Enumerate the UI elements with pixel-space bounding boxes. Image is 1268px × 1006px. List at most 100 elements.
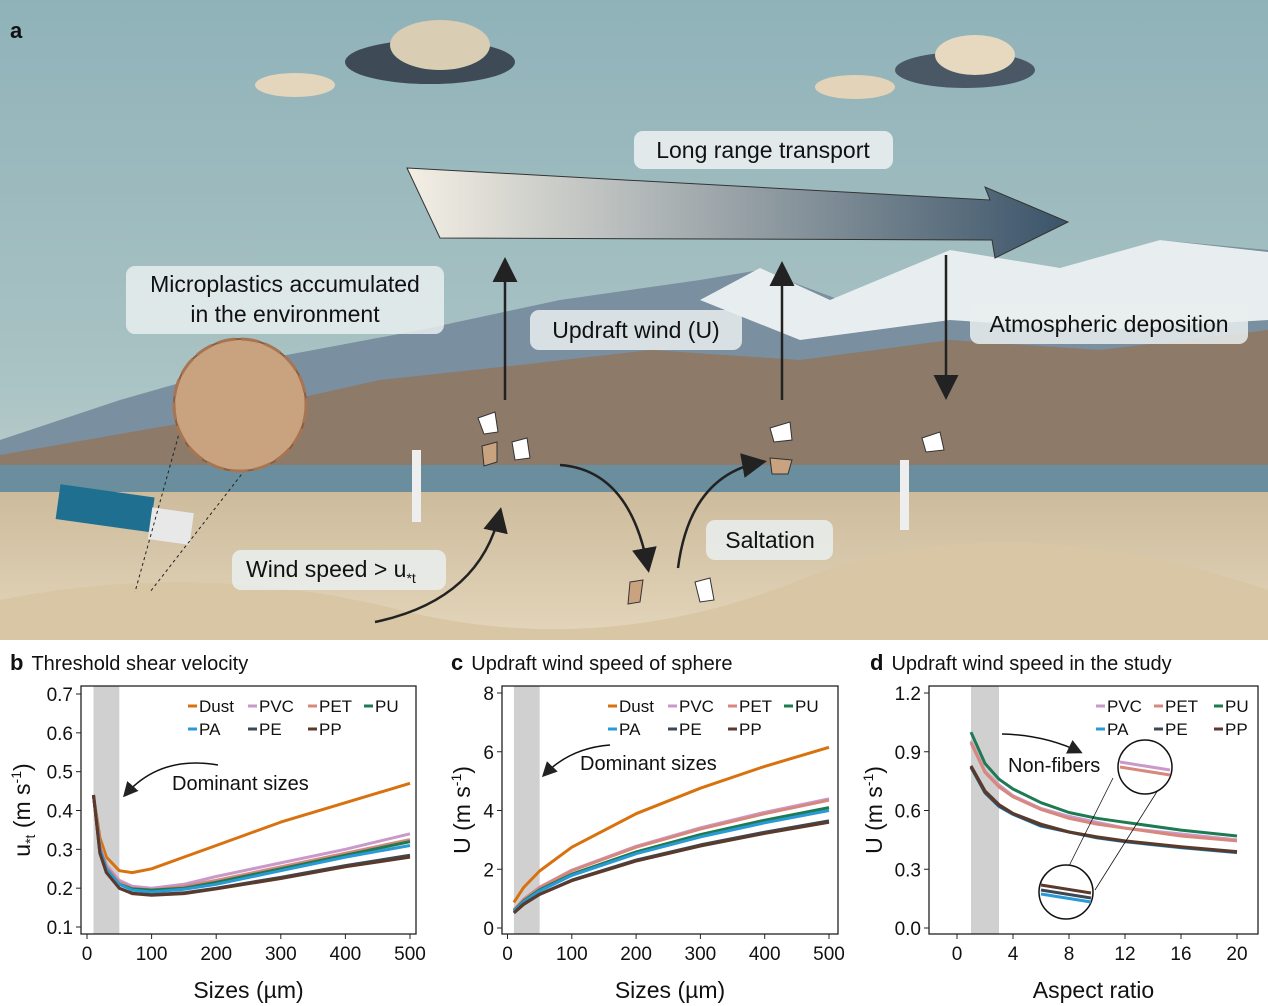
svg-text:Wind speed > u*t: Wind speed > u*t [246,556,416,586]
legend-item-pp: PP [728,720,762,739]
chart-title: d Updraft wind speed in the study [870,650,1172,675]
y-label-sub: *t [22,834,38,843]
legend-label: PVC [259,697,294,716]
zoom-circle-lower-icon [1038,864,1094,920]
series-line-pa [92,794,411,894]
x-tick-label: 100 [556,944,588,965]
chart-title: b Threshold shear velocity [10,650,248,675]
particle-circle-icon [134,337,308,593]
zoom-line-pvc [1119,760,1171,772]
legend-item-pe: PE [248,720,282,739]
annotation-arrow-icon [1001,733,1083,754]
y-tick-label: 0.9 [895,743,921,764]
legend-item-pvc: PVC [248,697,294,716]
y-label-main: u [9,844,35,857]
series-line-pp [969,765,1238,854]
legend-label: PP [739,720,762,739]
y-axis-label: U (m s-1) [448,766,475,854]
x-tick-label: 300 [265,944,297,965]
legend-label: PU [375,697,399,716]
annotation-text: Dominant sizes [172,773,309,795]
legend-item-dust: Dust [608,697,654,716]
x-tick-label: 400 [330,944,362,965]
chart-b: b Threshold shear velocity 0 100 200 300 400 50… [8,650,426,1003]
y-tick-label: 0.2 [47,879,73,900]
legend-label: PU [1225,697,1249,716]
legend-item-pvc: PVC [1096,697,1142,716]
series-line-pe [969,766,1238,854]
annotation-text: Dominant sizes [580,753,717,775]
y-axis-label: U (m s-1) [860,766,887,854]
legend-item-pet: PET [1154,697,1198,716]
y-axis-label: u*t (m s-1) [8,763,38,856]
dunes [0,542,1268,640]
series-line-dust [512,745,830,904]
annotation-arrow-icon [541,744,611,778]
y-label-unit: (m s [9,783,35,834]
y-tick-label: 0.1 [47,918,73,939]
dominant-range-band [93,686,120,934]
series-line-pp [512,820,830,915]
legend-label: PA [199,720,221,739]
legend-item-pa: PA [1096,720,1129,739]
y-tick-label: 0.6 [47,724,73,745]
zoom-connector [1094,789,1159,891]
legend-label: PA [619,720,641,739]
charts: b Threshold shear velocity 0 100 200 300 400 50… [8,650,1259,1003]
y-tick-label: 0.4 [47,802,74,823]
y-label-close: ) [9,763,35,771]
y-tick-label: 0.5 [47,763,73,784]
x-tick-label: 300 [685,944,717,965]
label-saltation: Saltation [706,520,833,560]
legend-item-pp: PP [308,720,342,739]
chart-title-text: Updraft wind speed of sphere [471,653,732,675]
series-line-pet [969,742,1238,843]
y-label-main: U [861,837,887,854]
x-tick-label: 100 [136,944,168,965]
y-label-sup: -1 [8,771,24,784]
x-tick-label: 0 [952,944,963,965]
legend-item-dust: Dust [188,697,234,716]
y-label-main: U [449,837,475,854]
series-line-pa [512,809,830,913]
legend-item-pet: PET [308,697,352,716]
svg-text:in the environment: in the environment [190,301,380,327]
x-axis-label: Sizes (µm) [615,977,725,1003]
legend-item-pa: PA [188,720,221,739]
label-updraft-wind: Updraft wind (U) [530,310,742,350]
y-label-unit: (m s [861,786,887,837]
legend-label: PVC [1107,697,1142,716]
y-label-sup: -1 [860,774,876,787]
chimney-icon [412,450,909,530]
x-tick-label: 500 [394,944,426,965]
legend-item-pp: PP [1214,720,1248,739]
legend-label: PE [679,720,702,739]
zoom-line-pet [1119,765,1171,777]
legend-label: PA [1107,720,1129,739]
svg-text:Atmospheric deposition: Atmospheric deposition [989,311,1228,337]
legend-label: Dust [199,697,234,716]
chart-d: d Updraft wind speed in the study 0 4 8 12 16 2… [860,650,1259,1003]
svg-text:Microplastics accumulated: Microplastics accumulated [150,271,420,297]
legend-label: PET [739,697,772,716]
annotation-arrow-icon [123,762,219,798]
label-long-range-transport: Long range transport [634,131,893,169]
legend-label: PE [1165,720,1188,739]
x-tick-label: 4 [1008,944,1019,965]
y-tick-label: 0.0 [895,919,921,940]
y-tick-label: 1.2 [895,684,921,705]
mountains-near [0,330,1268,475]
y-tick-label: 0.7 [47,685,73,706]
legend-item-pa: PA [608,720,641,739]
y-label-sup: -1 [448,774,464,787]
legend-label: PET [1165,697,1198,716]
x-tick-label: 200 [200,944,232,965]
x-tick-label: 200 [620,944,652,965]
legend-item-pu: PU [784,697,819,716]
legend-label: PU [795,697,819,716]
zoom-line-pp [1040,883,1092,895]
panel-letter: b [10,650,23,675]
x-tick-label: 400 [749,944,781,965]
label-microplastics-accumulated: Microplastics accumulated in the environ… [126,266,444,334]
